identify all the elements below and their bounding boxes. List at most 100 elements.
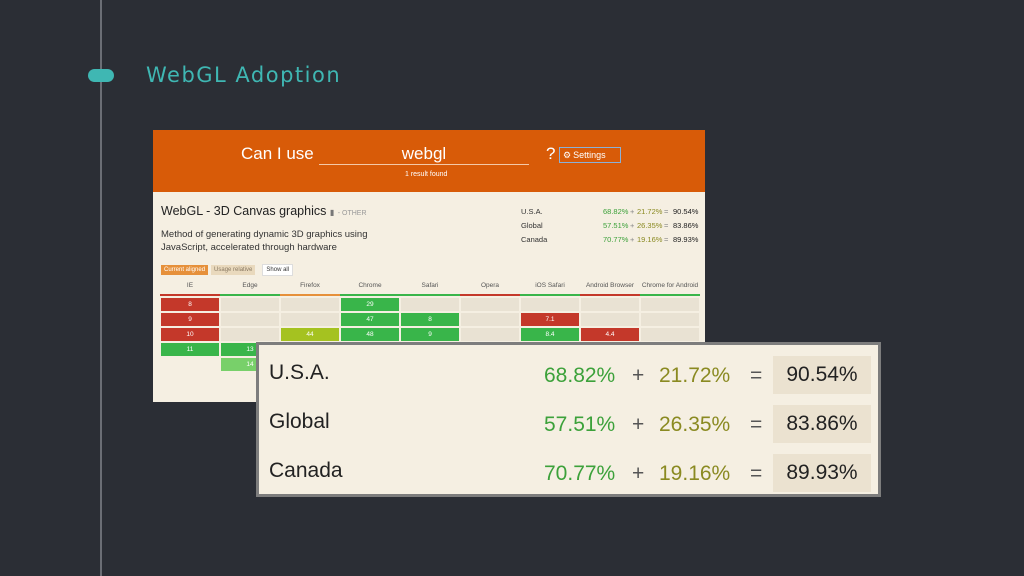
version-cell[interactable]: [641, 328, 699, 341]
browser-column: iOS Safari 7.1 8.4: [520, 278, 580, 402]
browser-name: Edge: [242, 282, 258, 289]
slide-title: WebGL Adoption: [146, 63, 342, 87]
version-cells: 29 47 48: [340, 298, 400, 402]
version-cell[interactable]: [581, 298, 639, 311]
version-cell[interactable]: [221, 313, 279, 326]
version-cell[interactable]: [641, 298, 699, 311]
version-cell[interactable]: 7.1: [521, 313, 579, 326]
version-cells: 4.4: [580, 298, 640, 402]
total-pct: 90.54%: [673, 207, 699, 216]
version-cell[interactable]: 8.4: [521, 328, 579, 341]
zoom-stat-row: U.S.A. 68.82% +21.72% = 90.54%: [259, 353, 878, 394]
zoom-partial-pct: 19.16%: [659, 462, 731, 485]
version-cell[interactable]: 10: [161, 328, 219, 341]
total-pct: 89.93%: [673, 235, 699, 244]
feature-category: - OTHER: [337, 210, 367, 217]
version-cells: 8 9 10 11: [160, 298, 220, 402]
version-cell[interactable]: [281, 313, 339, 326]
version-cell[interactable]: [521, 298, 579, 311]
supported-pct: 57.51%: [603, 221, 629, 230]
zoom-country-label: U.S.A.: [269, 361, 330, 384]
feature-description: Method of generating dynamic 3D graphics…: [161, 229, 368, 253]
browser-column: IE 8 9 10 11: [160, 278, 220, 402]
version-cell[interactable]: 9: [161, 313, 219, 326]
browser-status-line: [340, 294, 400, 296]
browser-column: Chrome 29 47 48: [340, 278, 400, 402]
version-cell[interactable]: 47: [341, 313, 399, 326]
browser-status-line: [280, 294, 340, 296]
document-icon: ▮: [329, 208, 335, 217]
equals-sign: =: [664, 207, 669, 216]
plus-sign: +: [630, 207, 635, 216]
version-cell[interactable]: 11: [161, 343, 219, 356]
version-cell[interactable]: [641, 313, 699, 326]
filter-bar: Current aligned Usage relative Show all: [161, 264, 296, 276]
version-cell[interactable]: [221, 298, 279, 311]
plus-sign: +: [630, 235, 635, 244]
zoom-total-pct: 90.54%: [773, 356, 871, 394]
feature-title-text: WebGL - 3D Canvas graphics: [161, 204, 327, 218]
version-cell[interactable]: [461, 298, 519, 311]
zoom-plus-sign: +: [632, 462, 645, 485]
browser-name: Safari: [421, 282, 439, 289]
zoom-stat-row: Global 57.51% +26.35% = 83.86%: [259, 402, 878, 443]
version-cell[interactable]: 9: [401, 328, 459, 341]
version-cells: [640, 298, 700, 402]
zoom-partial-pct: 21.72%: [659, 364, 731, 387]
browser-column: Safari 8 9: [400, 278, 460, 402]
feature-title[interactable]: WebGL - 3D Canvas graphics ▮ - OTHER: [161, 204, 367, 218]
browser-status-line: [520, 294, 580, 296]
browser-name: Android Browser: [585, 282, 635, 289]
zoom-plus-sign: +: [632, 413, 645, 436]
browser-status-line: [580, 294, 640, 296]
usage-stats-small: U.S.A. 68.82% +21.72% = 90.54% Global 57.51% +2…: [521, 207, 701, 249]
browser-status-line: [220, 294, 280, 296]
version-cell[interactable]: [461, 313, 519, 326]
zoom-total-pct: 89.93%: [773, 454, 871, 492]
country-label: Canada: [521, 235, 548, 244]
show-all-button[interactable]: Show all: [262, 264, 294, 276]
can-i-use-label: Can I use: [241, 144, 314, 163]
version-cell[interactable]: 29: [341, 298, 399, 311]
browser-column: Android Browser 4.4: [580, 278, 640, 402]
version-cell[interactable]: 8: [401, 313, 459, 326]
partial-pct: 21.72%: [637, 207, 663, 216]
browser-status-line: [640, 294, 700, 296]
country-label: U.S.A.: [521, 207, 543, 216]
browser-column: Chrome for Android: [640, 278, 700, 402]
current-aligned-button[interactable]: Current aligned: [161, 265, 209, 275]
zoom-country-label: Canada: [269, 459, 343, 482]
search-input[interactable]: webgl: [319, 144, 529, 165]
browser-name: Firefox: [300, 282, 320, 289]
version-cell[interactable]: [281, 298, 339, 311]
version-cell[interactable]: 44: [281, 328, 339, 341]
usage-relative-button[interactable]: Usage relative: [211, 265, 256, 275]
timeline-line: [100, 0, 102, 576]
zoom-partial-pct: 26.35%: [659, 413, 731, 436]
browser-name: Opera: [480, 282, 500, 289]
zoom-supported-pct: 68.82%: [544, 364, 616, 387]
version-cell[interactable]: 8: [161, 298, 219, 311]
settings-button[interactable]: ⚙ Settings: [559, 147, 621, 163]
version-cell[interactable]: [461, 328, 519, 341]
zoom-stat-row: Canada 70.77% +19.16% = 89.93%: [259, 451, 878, 492]
version-cells: 44: [280, 298, 340, 402]
question-mark: ?: [546, 144, 556, 163]
version-cell[interactable]: 48: [341, 328, 399, 341]
zoom-country-label: Global: [269, 410, 330, 433]
browser-status-line: [160, 294, 220, 296]
browser-column: Firefox 44: [280, 278, 340, 402]
settings-label: Settings: [573, 150, 606, 160]
equals-sign: =: [664, 221, 669, 230]
browser-status-line: [400, 294, 460, 296]
stat-row: Global 57.51% +26.35% = 83.86%: [521, 221, 701, 235]
usage-stats-zoom: U.S.A. 68.82% +21.72% = 90.54% Global 57.51% +2…: [256, 342, 881, 497]
version-cell[interactable]: [221, 328, 279, 341]
version-cell[interactable]: [581, 313, 639, 326]
version-cell[interactable]: 4.4: [581, 328, 639, 341]
zoom-supported-pct: 57.51%: [544, 413, 616, 436]
version-cell[interactable]: [401, 298, 459, 311]
plus-sign: +: [630, 221, 635, 230]
partial-pct: 19.16%: [637, 235, 663, 244]
